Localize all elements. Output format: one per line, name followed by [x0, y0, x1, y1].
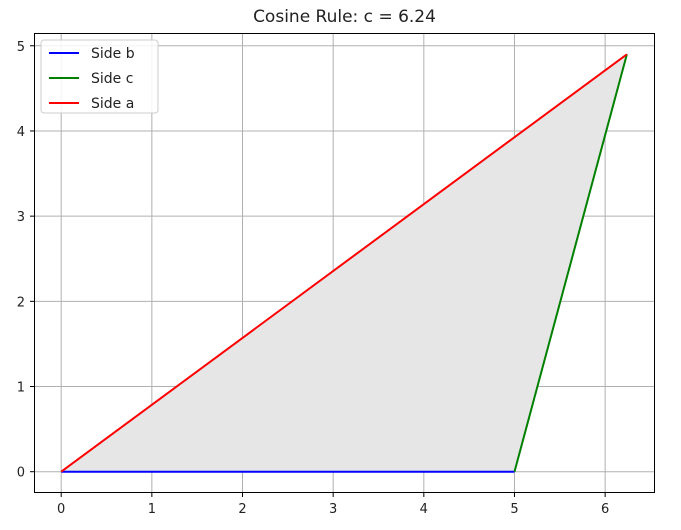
y-tick-label: 4 [17, 125, 25, 140]
legend: Side b Side c Side a [40, 39, 159, 114]
x-axis-ticks: 0 1 2 3 4 5 6 [57, 493, 609, 517]
y-tick-label: 2 [17, 295, 25, 310]
legend-box [40, 39, 159, 114]
plot-area [34, 33, 655, 493]
x-tick-label: 4 [420, 502, 428, 517]
legend-side-c-label: Side c [91, 71, 133, 87]
plot-frame [34, 33, 655, 493]
x-tick-label: 5 [510, 502, 518, 517]
series-side-c-line [513, 54, 628, 472]
series-lines [60, 53, 628, 473]
y-axis-ticks: 0 1 2 3 4 5 [17, 40, 34, 481]
legend-side-b-label: Side b [91, 46, 135, 62]
series-side-a-line [60, 53, 628, 473]
y-tick-label: 5 [17, 40, 25, 55]
legend-side-a-label: Side a [91, 96, 134, 112]
y-tick-label: 1 [17, 381, 25, 396]
y-tick-label: 3 [17, 210, 25, 225]
x-tick-label: 6 [601, 502, 609, 517]
y-tick-label: 0 [17, 466, 25, 481]
x-tick-label: 3 [329, 502, 337, 517]
x-tick-label: 2 [238, 502, 246, 517]
x-tick-label: 0 [57, 502, 65, 517]
x-tick-label: 1 [148, 502, 156, 517]
chart-title: Cosine Rule: c = 6.24 [253, 7, 436, 27]
